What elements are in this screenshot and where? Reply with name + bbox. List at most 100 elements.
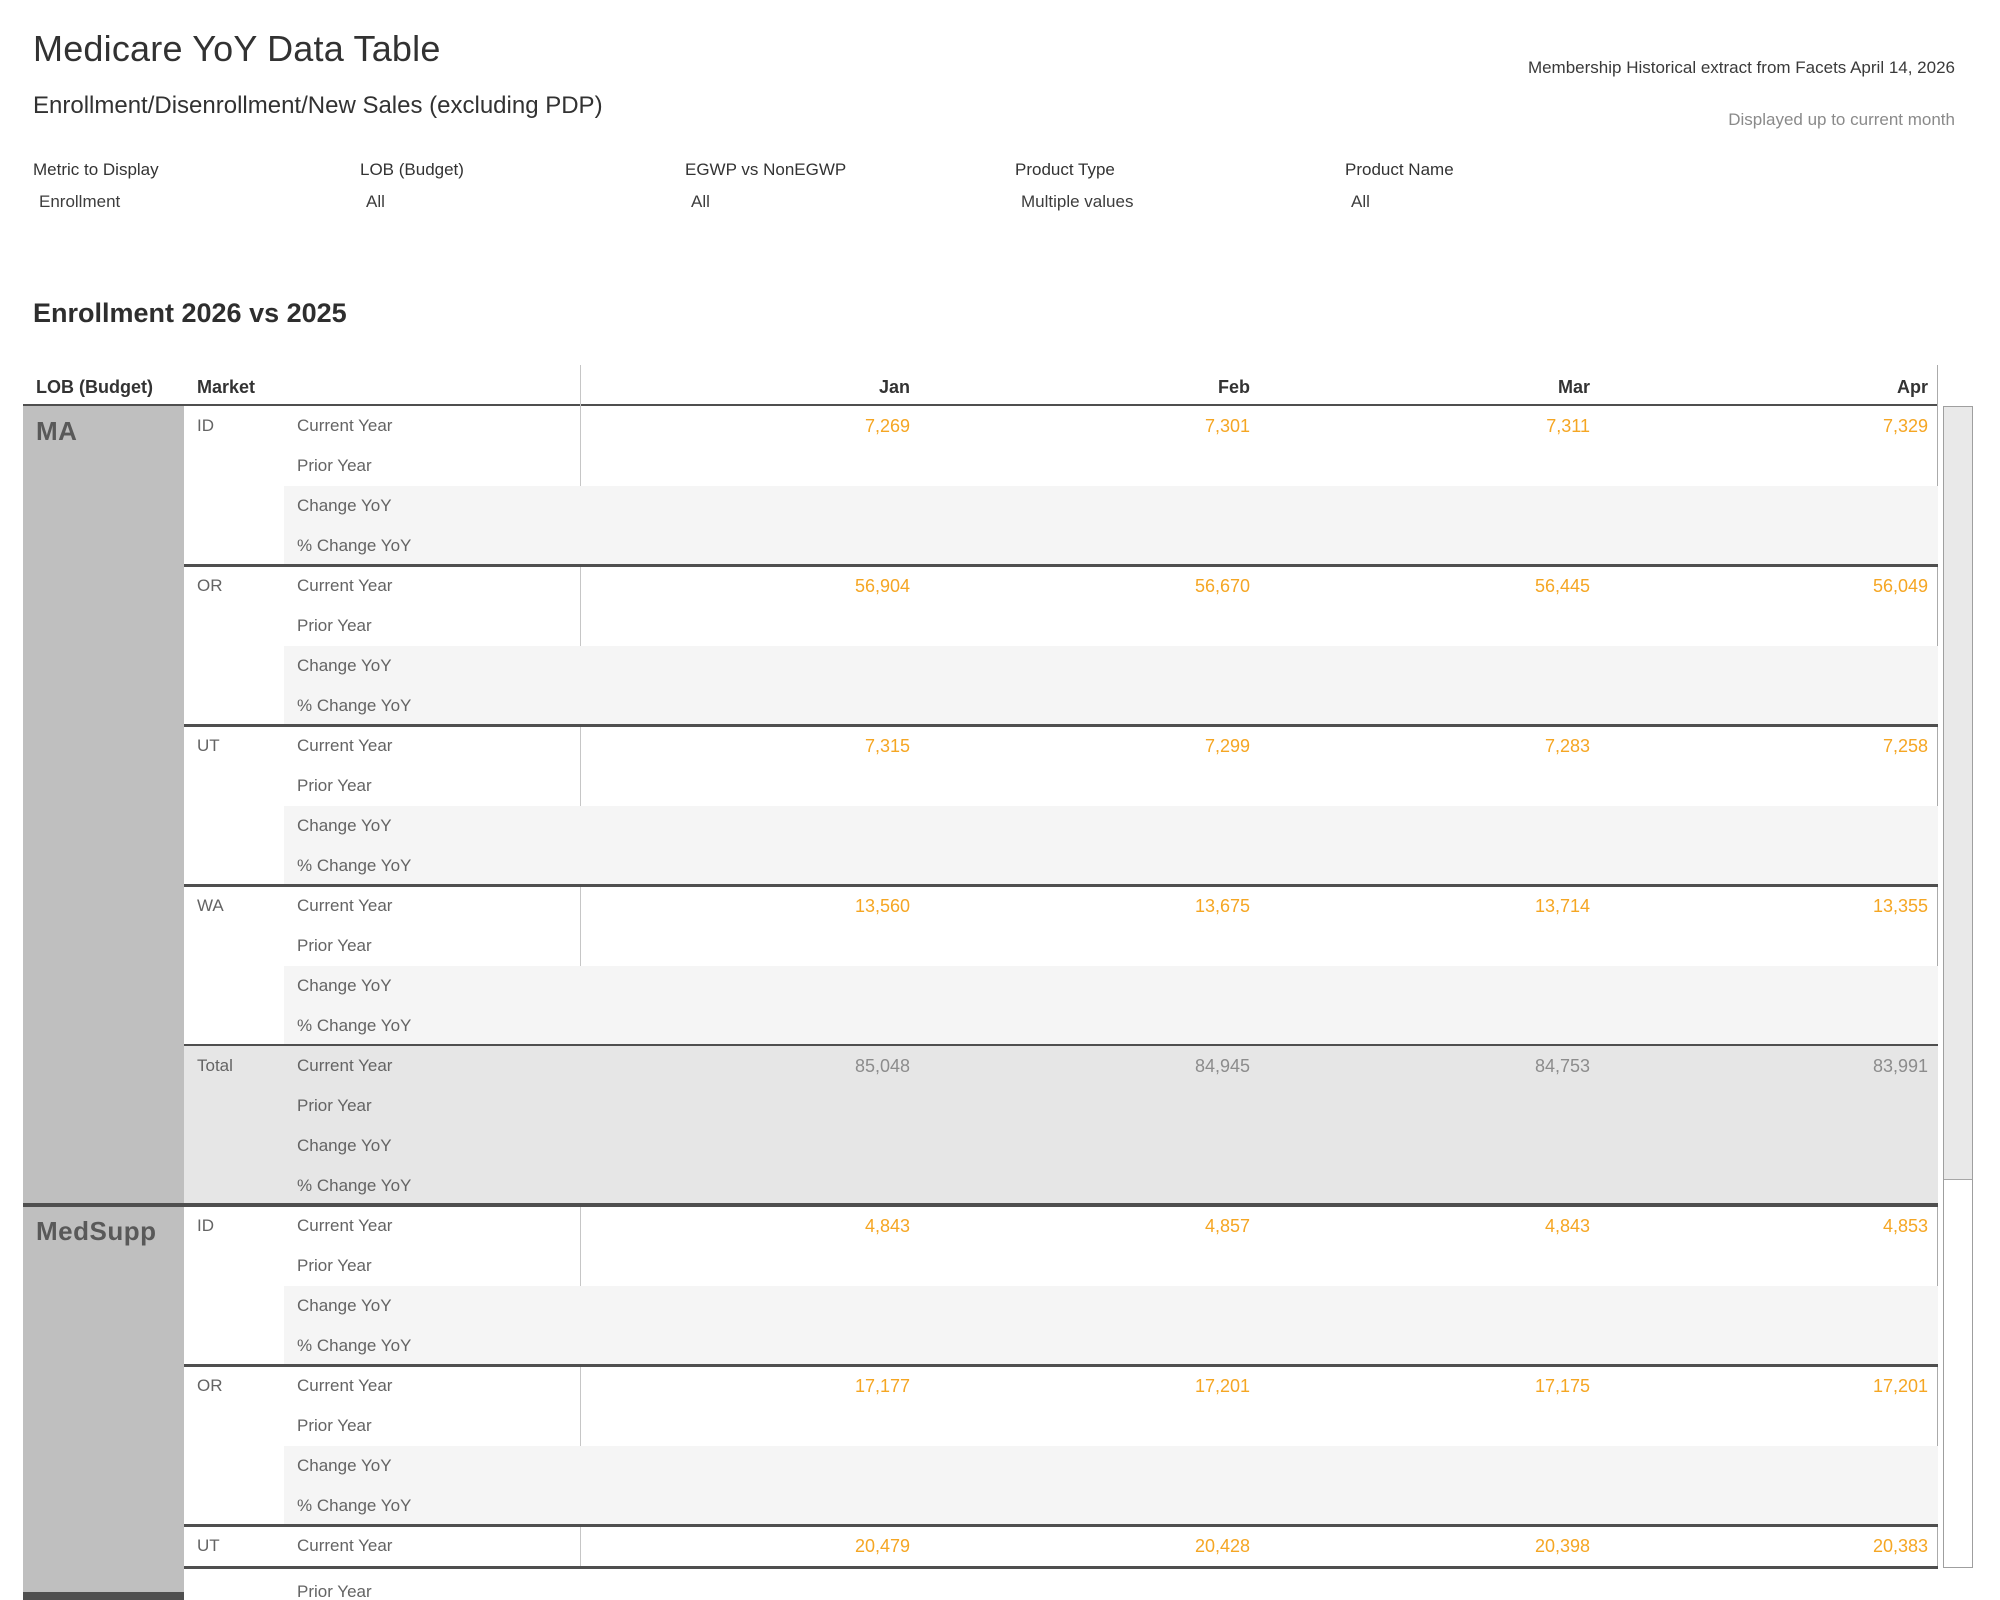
total-row-band — [184, 1046, 1938, 1204]
value-cell[interactable]: 4,843 — [864, 1216, 910, 1236]
display-note: Displayed up to current month — [1728, 110, 1955, 129]
change-rows-band — [284, 1286, 1938, 1366]
metric-label: Current Year — [297, 416, 393, 435]
lob-cell-bottom-border — [23, 1592, 184, 1600]
market-block-separator — [184, 1524, 1938, 1527]
value-cell[interactable]: 17,175 — [1534, 1376, 1590, 1396]
filter-label: Product Name — [1345, 160, 1454, 179]
market-label: OR — [197, 576, 223, 595]
metric-label: % Change YoY — [297, 1496, 412, 1515]
value-cell[interactable]: 13,355 — [1872, 896, 1928, 916]
value-cell[interactable]: 13,714 — [1534, 896, 1590, 916]
value-cell[interactable]: 17,201 — [1194, 1376, 1250, 1396]
value-cell[interactable]: 17,177 — [854, 1376, 910, 1396]
filter-metric-to-display: Metric to Display Enrollment — [33, 160, 333, 212]
header-underline — [23, 404, 1938, 406]
change-rows-band — [284, 806, 1938, 886]
value-cell[interactable]: 4,853 — [1882, 1216, 1928, 1236]
month-column-header: Apr — [1897, 377, 1928, 397]
value-cell[interactable]: 20,398 — [1534, 1536, 1590, 1556]
month-column-header: Jan — [878, 377, 910, 397]
value-cell[interactable]: 7,311 — [1546, 416, 1590, 436]
value-cell[interactable]: 56,049 — [1872, 576, 1928, 596]
value-cell[interactable]: 85,048 — [854, 1056, 910, 1076]
value-cell[interactable]: 56,670 — [1194, 576, 1250, 596]
metric-label: Prior Year — [297, 936, 372, 955]
value-cell[interactable]: 7,299 — [1204, 736, 1250, 756]
metric-label: Current Year — [297, 1056, 393, 1075]
filter-label: EGWP vs NonEGWP — [685, 160, 847, 179]
lob-cell — [23, 406, 184, 1204]
value-cell[interactable]: 7,301 — [1204, 416, 1250, 436]
value-cell[interactable]: 20,383 — [1872, 1536, 1928, 1556]
column-header-market: Market — [197, 377, 256, 397]
page-subtitle: Enrollment/Disenrollment/New Sales (excl… — [33, 92, 603, 119]
value-cell[interactable]: 84,945 — [1194, 1056, 1250, 1076]
change-rows-band — [284, 1446, 1938, 1526]
value-cell[interactable]: 4,857 — [1204, 1216, 1250, 1236]
filter-label: LOB (Budget) — [360, 160, 464, 179]
value-cell[interactable]: 7,258 — [1882, 736, 1928, 756]
market-label: UT — [197, 736, 220, 755]
lob-label: MA — [36, 416, 78, 446]
market-block-separator — [184, 1364, 1938, 1367]
column-header-lob: LOB (Budget) — [36, 377, 153, 397]
metric-label: Change YoY — [297, 656, 392, 675]
market-block-separator — [184, 564, 1938, 567]
vertical-scrollbar-thumb[interactable] — [1944, 407, 1972, 1180]
value-cell[interactable]: 7,283 — [1544, 736, 1590, 756]
value-cell[interactable]: 17,201 — [1872, 1376, 1928, 1396]
value-cell[interactable]: 7,329 — [1882, 416, 1928, 436]
market-label: OR — [197, 1376, 223, 1395]
metric-label: Prior Year — [297, 1416, 372, 1435]
metric-label: Prior Year — [297, 456, 372, 475]
market-label: WA — [197, 896, 224, 915]
lob-label: MedSupp — [36, 1216, 157, 1246]
market-block-separator — [184, 884, 1938, 887]
change-rows-band — [284, 646, 1938, 726]
value-cell[interactable]: 20,428 — [1194, 1536, 1250, 1556]
market-label: Total — [197, 1056, 233, 1075]
metric-label: Change YoY — [297, 816, 392, 835]
value-cell[interactable]: 13,560 — [854, 896, 910, 916]
value-cell[interactable]: 84,753 — [1534, 1056, 1590, 1076]
filter-value-dropdown[interactable]: All — [691, 192, 710, 211]
filter-product-type: Product Type Multiple values — [1015, 160, 1315, 212]
metric-label: Current Year — [297, 1536, 393, 1555]
metric-label: Current Year — [297, 896, 393, 915]
metric-label: % Change YoY — [297, 536, 412, 555]
value-cell[interactable]: 56,445 — [1534, 576, 1590, 596]
market-block-separator — [184, 724, 1938, 727]
metric-label: % Change YoY — [297, 856, 412, 875]
value-cell[interactable]: 20,479 — [854, 1536, 910, 1556]
pane-bottom-border — [184, 1566, 1938, 1569]
change-rows-band — [284, 966, 1938, 1046]
metric-label: % Change YoY — [297, 1176, 412, 1195]
value-cell[interactable]: 4,843 — [1544, 1216, 1590, 1236]
value-cell[interactable]: 83,991 — [1872, 1056, 1928, 1076]
market-label: ID — [197, 416, 214, 435]
market-label: UT — [197, 1536, 220, 1555]
metric-label: Current Year — [297, 576, 393, 595]
lob-cell — [23, 1207, 184, 1592]
metric-label: Change YoY — [297, 1456, 392, 1475]
extract-note: Membership Historical extract from Facet… — [1527, 58, 1955, 77]
filter-value-dropdown[interactable]: All — [1351, 192, 1370, 211]
change-rows-band — [284, 486, 1938, 566]
filter-value-dropdown[interactable]: Multiple values — [1021, 192, 1134, 211]
section-title: Enrollment 2026 vs 2025 — [33, 298, 347, 328]
filter-value-dropdown[interactable]: All — [366, 192, 385, 211]
filter-product-name: Product Name All — [1345, 160, 1645, 212]
month-column-header: Mar — [1557, 377, 1590, 397]
metric-label: % Change YoY — [297, 1016, 412, 1035]
metric-label: % Change YoY — [297, 696, 412, 715]
filter-value-dropdown[interactable]: Enrollment — [39, 192, 121, 211]
market-label: ID — [197, 1216, 214, 1235]
metric-label: Prior Year — [297, 1096, 372, 1115]
value-cell[interactable]: 13,675 — [1194, 896, 1250, 916]
metric-label: Change YoY — [297, 496, 392, 515]
value-cell[interactable]: 7,315 — [864, 736, 910, 756]
value-cell[interactable]: 7,269 — [864, 416, 910, 436]
value-cell[interactable]: 56,904 — [854, 576, 910, 596]
